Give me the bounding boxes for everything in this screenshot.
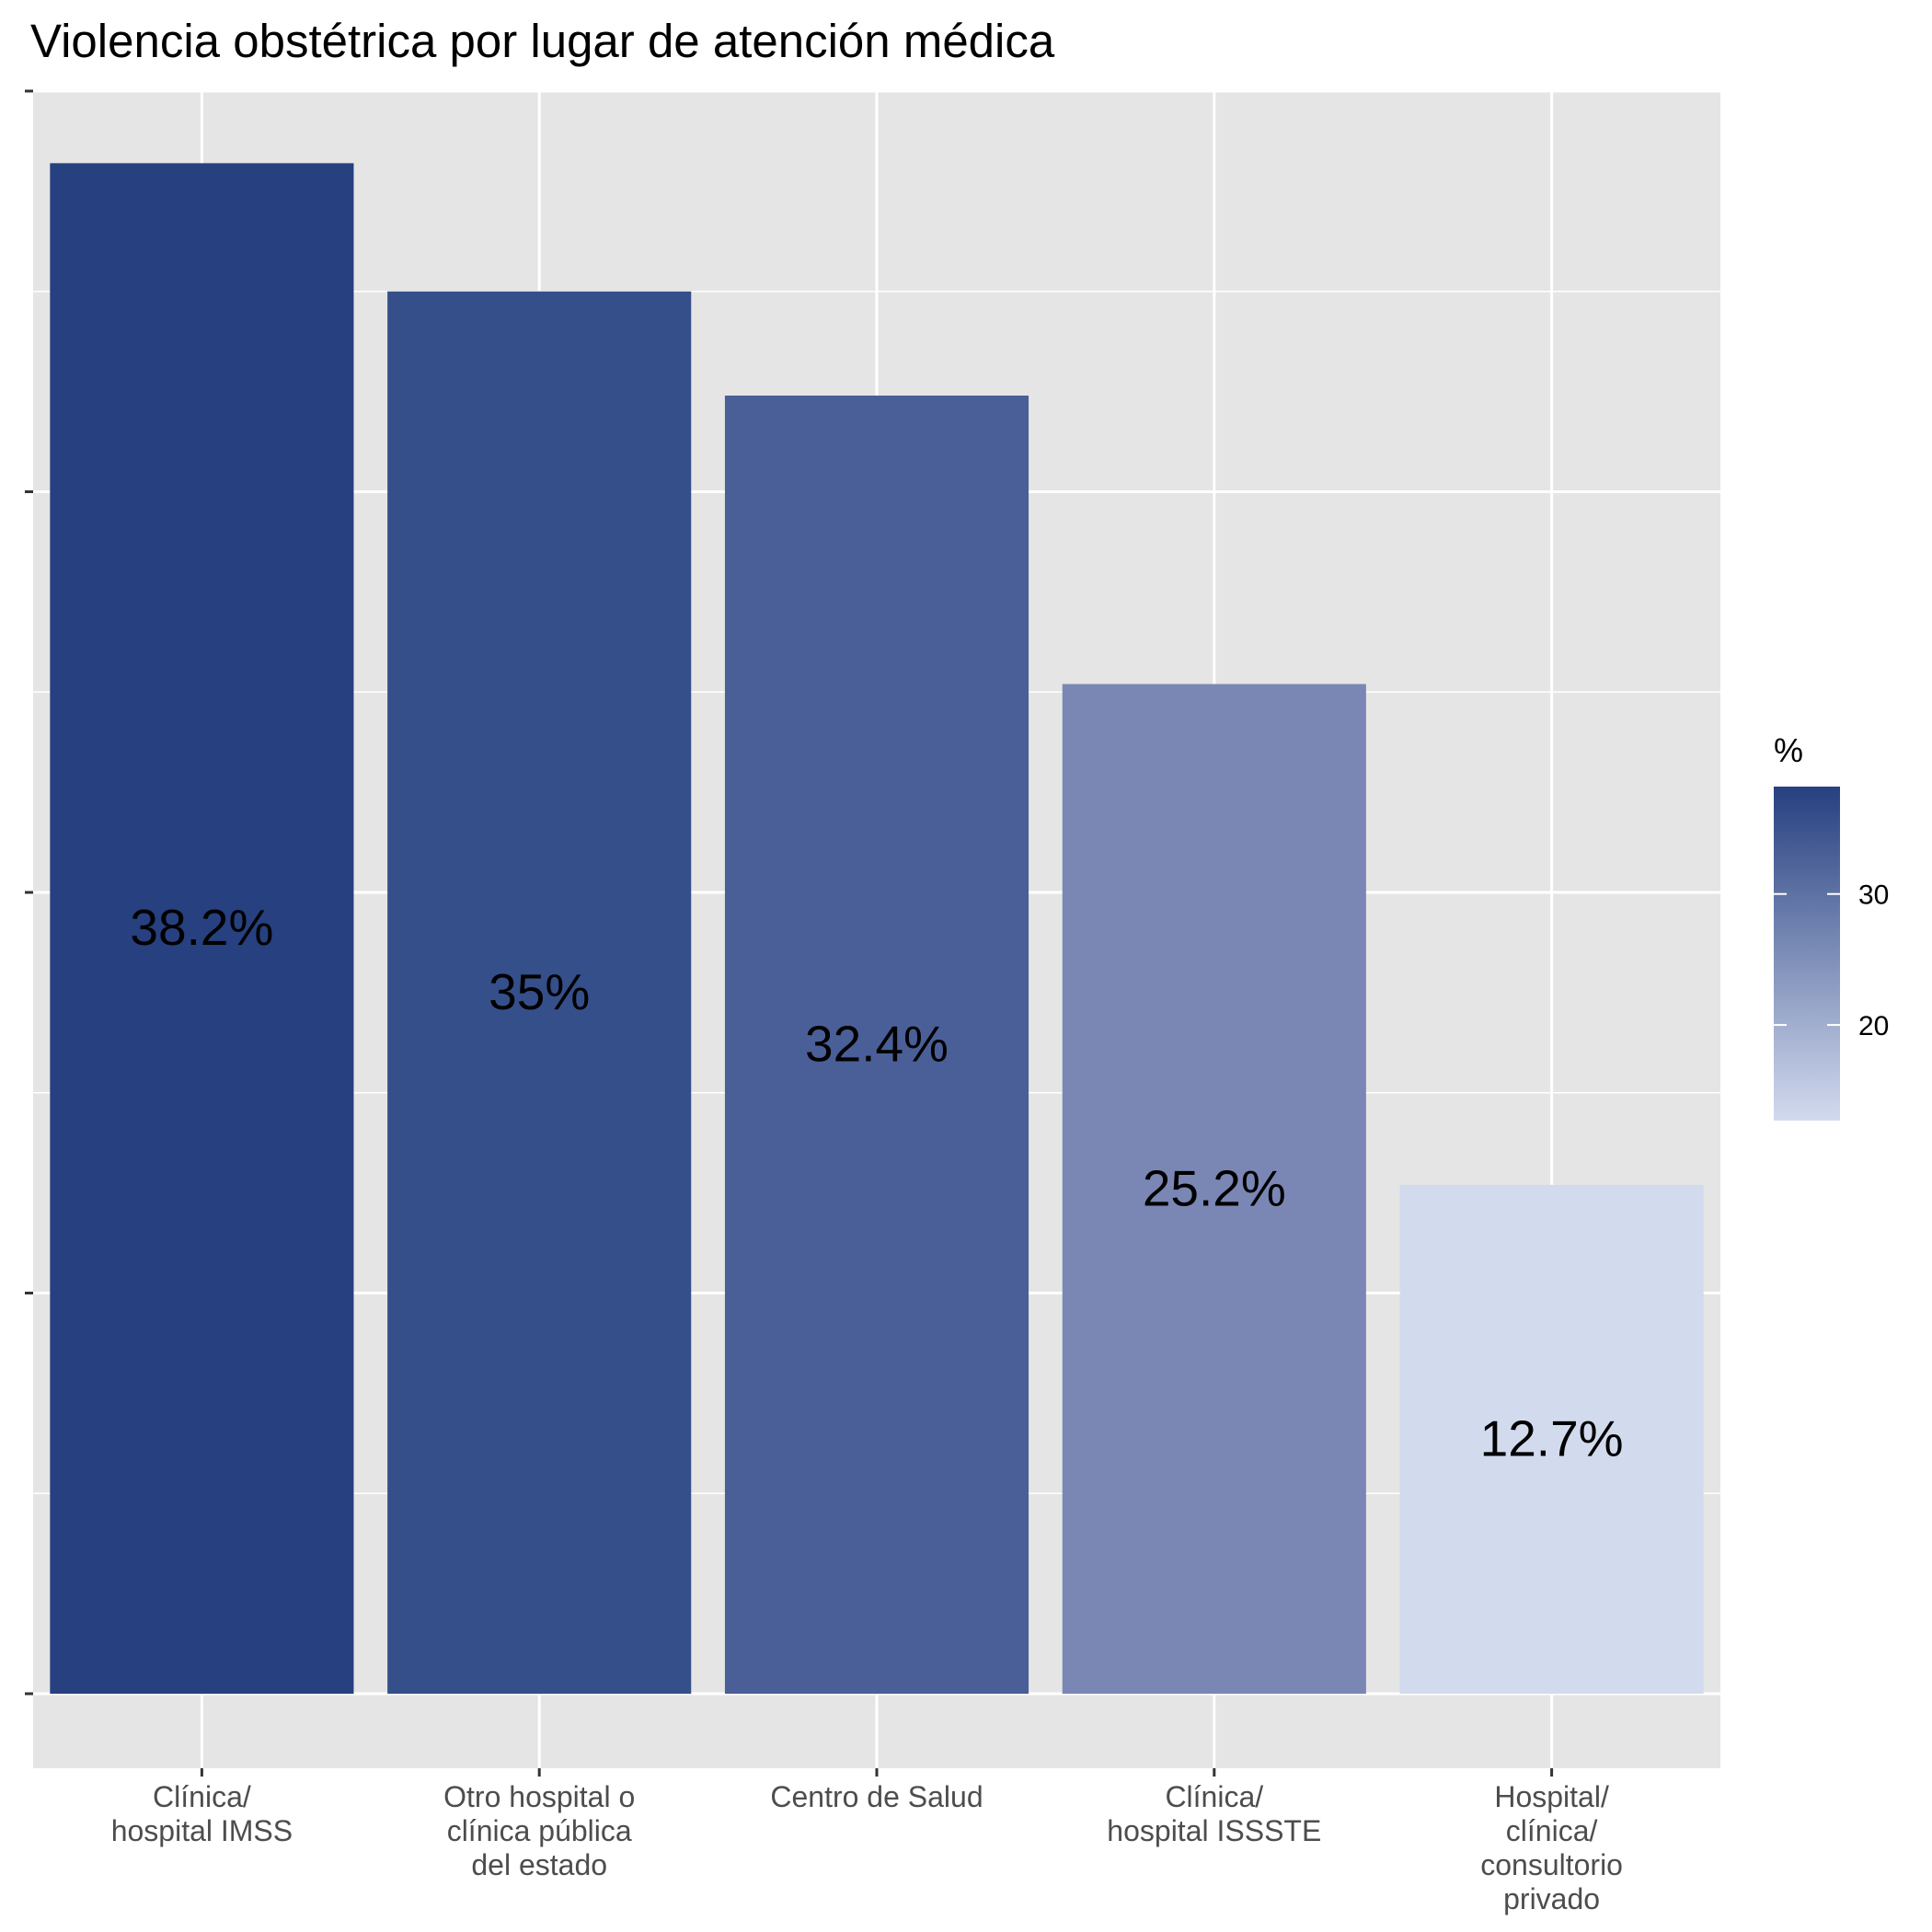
bar	[1062, 684, 1366, 1694]
bar	[387, 291, 692, 1694]
bar	[1399, 1184, 1704, 1694]
x-tick-label: Hospital/clínica/consultorio privado	[1480, 1780, 1623, 1915]
legend-title: %	[1774, 731, 1803, 769]
bar-value-label: 25.2%	[1143, 1159, 1286, 1216]
bar-value-label: 38.2%	[130, 899, 273, 956]
legend-tick-label: 30	[1858, 880, 1889, 911]
bar-value-label: 12.7%	[1480, 1409, 1624, 1466]
bar	[50, 163, 354, 1694]
legend-tick-label: 20	[1858, 1011, 1889, 1041]
plot-area: 38.2% Clínica/hospital IMSS 35% Otro hospit…	[25, 89, 1720, 1915]
legend-colorbar	[1774, 787, 1840, 1121]
x-tick-label: Clínica/hospital IMSS	[111, 1780, 293, 1847]
legend: % 20 30	[1774, 731, 1889, 1121]
bar	[724, 395, 1029, 1695]
x-tick-label: Centro de Salud	[770, 1780, 983, 1813]
x-tick-label: Otro hospital o clínica pública del estado	[443, 1780, 635, 1881]
bar-value-label: 35%	[489, 963, 590, 1020]
x-tick-label: Clínica/hospital ISSSTE	[1107, 1780, 1321, 1847]
chart-title: Violencia obstétrica por lugar de atenci…	[30, 15, 1055, 67]
bar-value-label: 32.4%	[805, 1015, 949, 1072]
